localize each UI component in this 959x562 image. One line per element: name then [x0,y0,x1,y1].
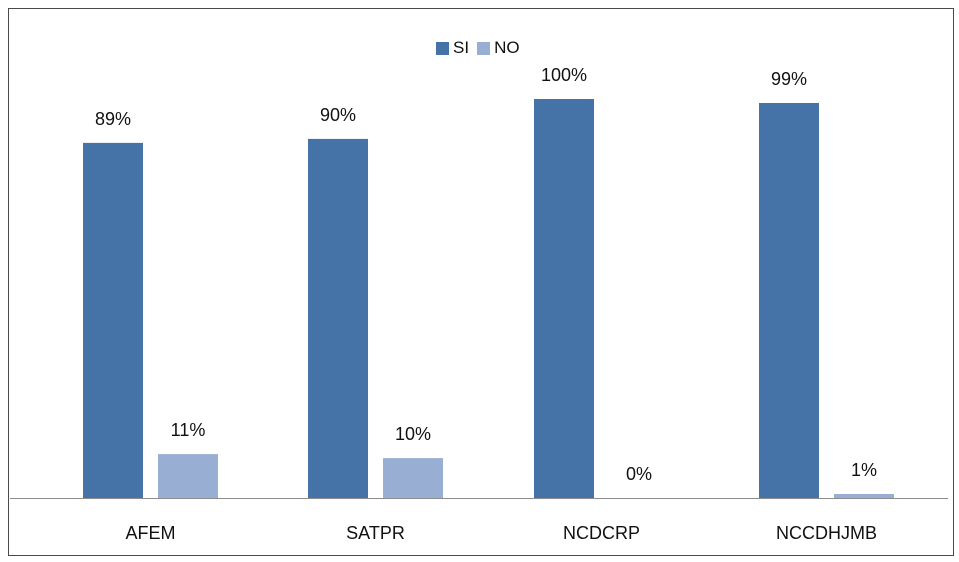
legend-item-no: NO [477,38,520,58]
x-tick-label-ncdcrp: NCDCRP [563,523,640,543]
data-label-no-afem: 11% [171,420,206,440]
data-label-si-afem: 89% [95,109,131,129]
data-label-no-satpr: 10% [395,424,431,444]
x-tick-label-nccdhjmb: NCCDHJMB [776,523,877,543]
data-label-si-satpr: 90% [320,105,356,125]
bar-si-satpr [308,138,368,498]
bar-si-ncdcrp [534,99,594,498]
legend-label-no: NO [494,38,520,57]
data-label-no-ncdcrp: 0% [626,464,652,484]
legend-item-si: SI [436,38,469,58]
bar-no-satpr [383,458,443,498]
data-label-no-nccdhjmb: 1% [851,460,877,480]
data-label-si-ncdcrp: 100% [541,65,587,85]
bar-no-afem [158,454,218,498]
legend-swatch-si [436,41,449,55]
bar-si-afem [83,142,143,498]
legend: SI NO [436,38,520,58]
x-tick-label-satpr: SATPR [346,523,405,543]
data-label-si-nccdhjmb: 99% [771,69,807,89]
x-tick-label-afem: AFEM [125,523,175,543]
legend-swatch-no [477,41,491,55]
bar-no-nccdhjmb [834,494,894,498]
bar-si-nccdhjmb [759,102,819,499]
legend-label-si: SI [453,38,470,57]
